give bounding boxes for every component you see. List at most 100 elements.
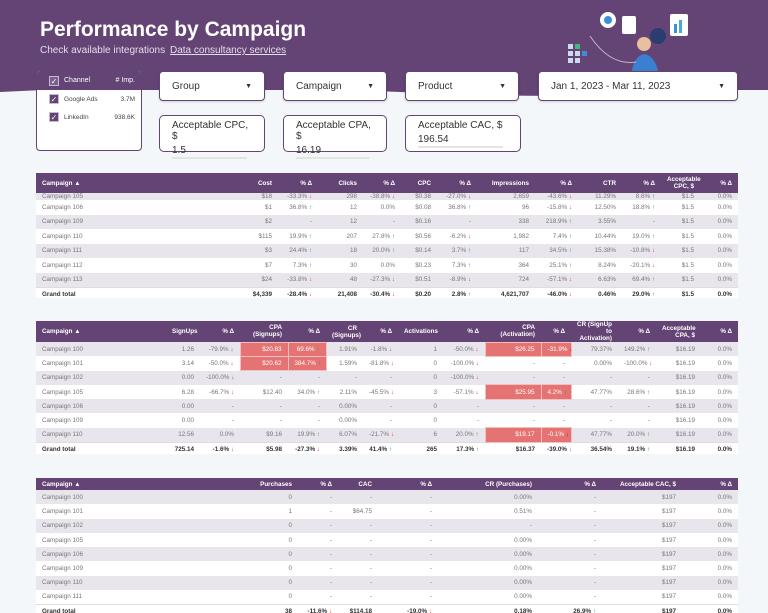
column-header[interactable]: % Δ bbox=[700, 173, 738, 193]
column-header[interactable]: % Δ bbox=[378, 478, 438, 490]
table-cell: 12.56 bbox=[166, 427, 200, 443]
column-header[interactable]: CAC bbox=[338, 478, 378, 490]
consultancy-link[interactable]: Data consultancy services bbox=[170, 45, 287, 56]
sort-campaign-header[interactable]: Campaign ▲ bbox=[36, 321, 166, 342]
checkbox-icon[interactable]: ✓ bbox=[49, 112, 59, 122]
table-cell: $16.19 bbox=[656, 427, 701, 443]
arrow-down-icon: ↓ bbox=[328, 608, 332, 613]
cell-value: 36.8% bbox=[289, 203, 309, 211]
column-header[interactable]: % Δ bbox=[538, 478, 602, 490]
column-header[interactable]: CPC bbox=[401, 173, 437, 193]
table-cell: 20.0% ↑ bbox=[618, 427, 656, 443]
column-header[interactable]: CR (Signups) bbox=[326, 321, 363, 342]
column-header[interactable]: % Δ bbox=[363, 321, 398, 342]
column-header[interactable]: % Δ bbox=[363, 173, 401, 193]
column-header[interactable]: % Δ bbox=[437, 173, 477, 193]
campaign-name: Grand total bbox=[36, 604, 236, 613]
cell-value: $1.5 bbox=[681, 291, 694, 298]
cell-value: $197 bbox=[661, 608, 676, 613]
arrow-down-icon: ↓ bbox=[388, 345, 392, 353]
column-header[interactable]: % Δ bbox=[200, 321, 240, 342]
cell-value: -30.4% bbox=[370, 291, 392, 298]
cell-value: - bbox=[429, 493, 432, 501]
column-header[interactable]: CR (Purchases) bbox=[438, 478, 538, 490]
column-header[interactable]: % Δ bbox=[541, 321, 571, 342]
cell-value: - bbox=[593, 536, 596, 544]
cell-value: $19.17 bbox=[515, 431, 535, 439]
table-row: Campaign 101 1 - $64.75 - 0.51% - $197 0.0% bbox=[36, 504, 738, 518]
group-dropdown[interactable]: Group ▼ bbox=[159, 71, 265, 101]
cell-value: $197 bbox=[661, 579, 676, 587]
table-cell: - bbox=[618, 399, 656, 414]
table-cell: $1.5 bbox=[661, 214, 700, 229]
column-header[interactable]: CTR bbox=[578, 173, 622, 193]
acceptable-cpc-field[interactable]: Acceptable CPC, $ 1.5 bbox=[159, 115, 265, 159]
column-header[interactable]: % Δ bbox=[701, 321, 738, 342]
cpc-input[interactable]: 1.5 bbox=[172, 145, 248, 159]
integrations-link[interactable]: Check available integrations bbox=[40, 45, 166, 56]
table-cell: -28.4% ↓ bbox=[278, 286, 318, 298]
caret-down-icon: ▼ bbox=[245, 82, 252, 90]
cell-value: 34.5% bbox=[549, 247, 569, 255]
table-cell: 19.0% ↑ bbox=[622, 229, 661, 244]
acceptable-cac-field[interactable]: Acceptable CAC, $ 196.54 bbox=[405, 115, 521, 152]
column-header[interactable]: % Δ bbox=[535, 173, 578, 193]
checkbox-icon[interactable]: ✓ bbox=[49, 94, 59, 104]
channel-item-google-ads[interactable]: ✓ Google Ads 3.7M bbox=[37, 90, 141, 108]
cell-value: 0 bbox=[433, 374, 437, 382]
dropdown-label: Product bbox=[418, 80, 453, 92]
table-cell: $0.16 bbox=[401, 214, 437, 229]
column-header[interactable]: % Δ bbox=[298, 478, 338, 490]
column-header[interactable]: Clicks bbox=[318, 173, 363, 193]
column-header[interactable]: Acceptable CPC, $ bbox=[661, 173, 701, 193]
column-header[interactable]: Acceptable CPA, $ bbox=[656, 321, 701, 342]
column-header[interactable]: CPA (Activation) bbox=[485, 321, 541, 342]
table-cell: 2.11% bbox=[326, 385, 363, 399]
table-cell: 2.8% ↑ bbox=[437, 286, 477, 298]
table-cell: - bbox=[298, 547, 338, 562]
campaign-dropdown[interactable]: Campaign ▼ bbox=[283, 71, 387, 101]
cell-value: Campaign 105 bbox=[42, 536, 83, 544]
cell-value: -0.1% bbox=[547, 431, 566, 439]
column-header[interactable]: % Δ bbox=[622, 173, 661, 193]
select-all-checkbox[interactable]: ✓ bbox=[49, 75, 59, 86]
cell-value: - bbox=[532, 360, 535, 368]
cell-value: $197 bbox=[661, 507, 676, 515]
column-header[interactable]: % Δ bbox=[278, 173, 318, 193]
table-cell: - bbox=[378, 561, 438, 575]
arrow-down-icon: ↓ bbox=[568, 291, 572, 298]
column-header[interactable]: Impressions bbox=[477, 173, 535, 193]
column-header[interactable]: % Δ bbox=[443, 321, 485, 342]
product-dropdown[interactable]: Product ▼ bbox=[405, 71, 519, 101]
column-header[interactable]: CR (SignUp to Activation) bbox=[571, 321, 618, 342]
table-cell: 11.29% bbox=[578, 193, 622, 200]
column-header[interactable]: Cost bbox=[236, 173, 278, 193]
table-cell: $19.17 bbox=[484, 427, 542, 443]
acceptable-cpa-field[interactable]: Acceptable CPA, $ 16.19 bbox=[283, 115, 387, 159]
cac-input[interactable]: 196.54 bbox=[418, 134, 503, 148]
sort-campaign-header[interactable]: Campaign ▲ bbox=[36, 478, 236, 490]
column-header[interactable]: SignUps bbox=[166, 321, 200, 342]
table-row: Campaign 102 0 - - - - - $197 0.0% bbox=[36, 518, 738, 533]
column-header[interactable]: Purchases bbox=[236, 478, 298, 490]
column-header[interactable]: Activations bbox=[398, 321, 443, 342]
table-cell: 0 bbox=[236, 518, 298, 533]
sort-campaign-header[interactable]: Campaign ▲ bbox=[36, 173, 236, 193]
date-range-picker[interactable]: Jan 1, 2023 - Mar 11, 2023 ▼ bbox=[538, 71, 738, 101]
table-cell: 6 bbox=[398, 427, 443, 443]
cell-value: - bbox=[309, 218, 312, 226]
table-cell: 69.6% ↑ bbox=[287, 341, 327, 357]
column-header[interactable]: % Δ bbox=[682, 478, 738, 490]
cell-value: 0.00% bbox=[514, 565, 532, 573]
table-cell: 1.59% bbox=[326, 356, 363, 370]
column-header[interactable]: % Δ bbox=[618, 321, 656, 342]
table-cell: -50.0% ↓ bbox=[443, 342, 485, 357]
cpa-input[interactable]: 16.19 bbox=[296, 145, 370, 159]
cell-value: 724 bbox=[518, 276, 529, 283]
channel-item-linkedin[interactable]: ✓ LinkedIn 938.6K bbox=[37, 108, 141, 126]
column-header[interactable]: Acceptable CAC, $ bbox=[602, 478, 682, 490]
cell-value: $0.16 bbox=[415, 218, 431, 226]
column-header[interactable]: CPA (Signups) bbox=[240, 321, 288, 342]
cell-value: -6.2% bbox=[449, 232, 468, 240]
column-header[interactable]: % Δ bbox=[288, 321, 326, 342]
